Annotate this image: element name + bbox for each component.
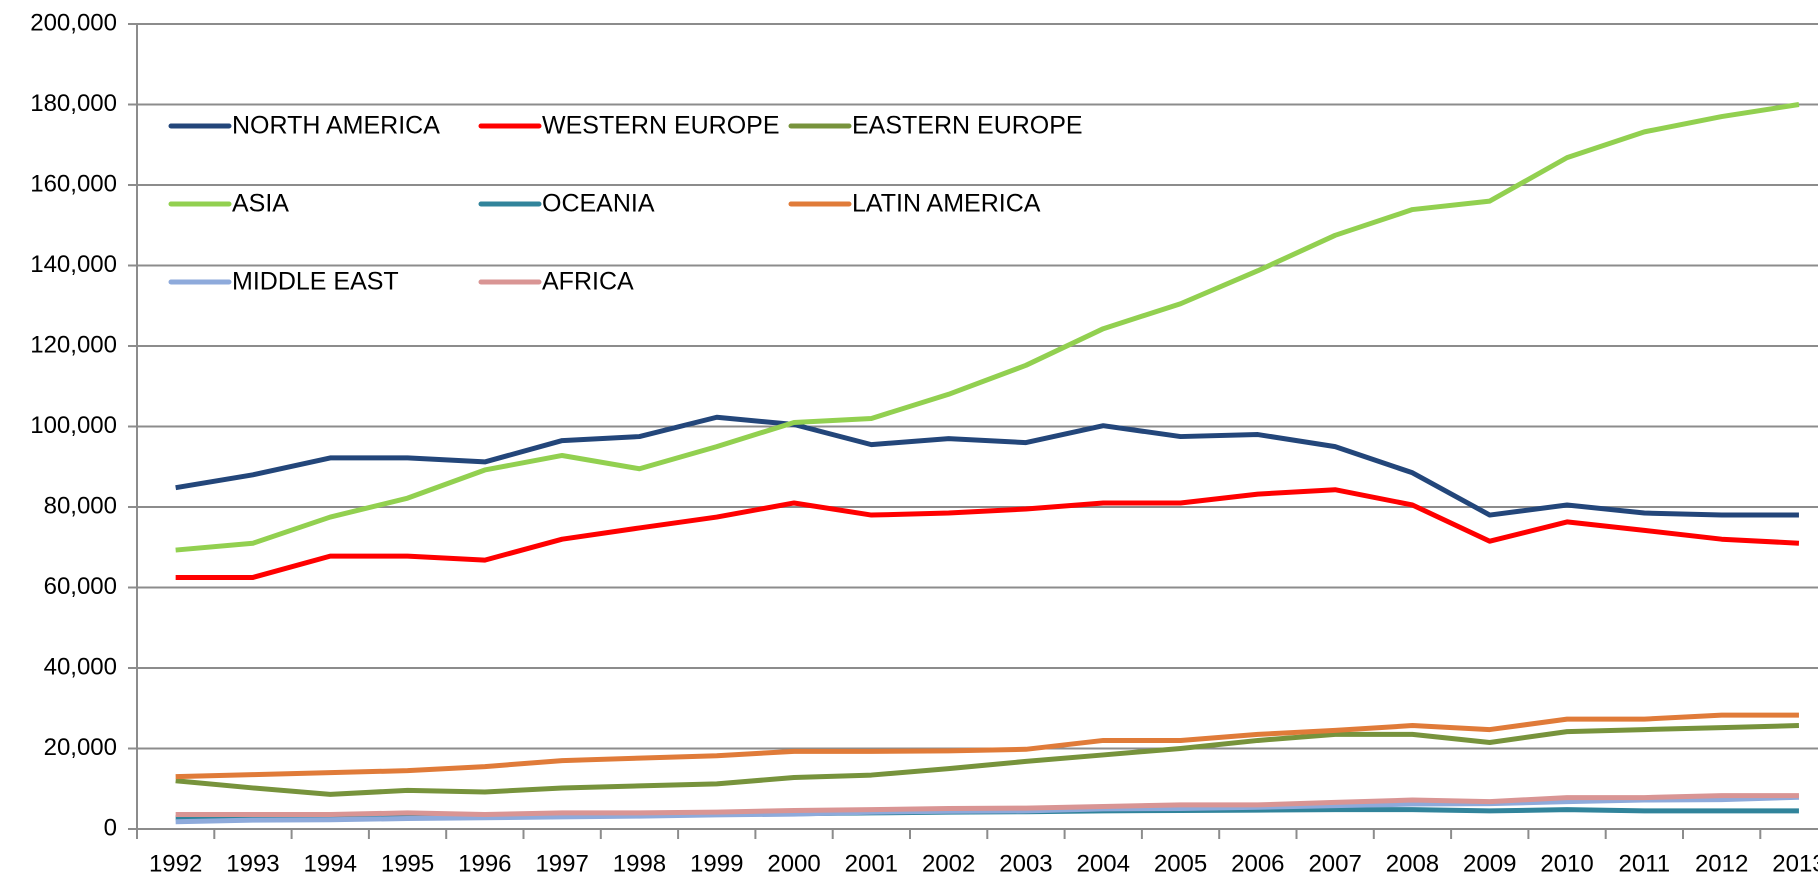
x-tick-label: 2005 xyxy=(1154,850,1207,877)
y-tick-label: 200,000 xyxy=(30,9,117,36)
x-tick-label: 1992 xyxy=(149,850,202,877)
y-tick-label: 20,000 xyxy=(44,734,117,761)
series-line xyxy=(175,793,1799,818)
x-tick-label: 1994 xyxy=(304,850,357,877)
series-line xyxy=(175,487,1800,580)
series-line xyxy=(175,794,1800,825)
series-line xyxy=(175,723,1800,797)
legend-label: AFRICA xyxy=(542,268,634,296)
x-tick-label: 1999 xyxy=(690,850,743,877)
x-tick-label: 2001 xyxy=(845,850,898,877)
x-tick-label: 1998 xyxy=(613,850,666,877)
series-line xyxy=(175,712,1799,780)
x-tick-label: 1997 xyxy=(535,850,588,877)
legend-label: OCEANIA xyxy=(542,190,655,218)
x-tick-label: 2011 xyxy=(1619,850,1671,877)
y-tick-label: 160,000 xyxy=(30,170,117,197)
legend-label: WESTERN EUROPE xyxy=(542,112,780,140)
series-line xyxy=(175,102,1800,553)
y-tick-label: 0 xyxy=(104,814,117,841)
x-tick-label: 2002 xyxy=(922,850,975,877)
legend-label: MIDDLE EAST xyxy=(232,268,399,296)
x-tick-label: 2006 xyxy=(1231,850,1284,877)
legend-label: LATIN AMERICA xyxy=(852,190,1041,218)
y-tick-label: 60,000 xyxy=(44,573,117,600)
x-tick-label: 2013 xyxy=(1772,850,1818,877)
legend-label: EASTERN EUROPE xyxy=(852,112,1083,140)
legend-label: ASIA xyxy=(232,190,289,218)
x-tick-label: 2000 xyxy=(767,850,820,877)
x-tick-label: 2009 xyxy=(1463,850,1516,877)
x-tick-label: 2008 xyxy=(1386,850,1439,877)
x-tick-label: 1996 xyxy=(458,850,511,877)
y-tick-label: 80,000 xyxy=(44,492,117,519)
y-tick-label: 100,000 xyxy=(30,412,117,439)
x-tick-label: 2007 xyxy=(1308,850,1361,877)
series-line xyxy=(175,414,1799,518)
y-tick-label: 40,000 xyxy=(44,653,117,680)
y-tick-label: 140,000 xyxy=(30,251,117,278)
legend-label: NORTH AMERICA xyxy=(232,112,440,140)
x-tick-label: 2010 xyxy=(1540,850,1593,877)
x-tick-label: 2003 xyxy=(999,850,1052,877)
x-tick-label: 2012 xyxy=(1695,850,1748,877)
x-tick-label: 1993 xyxy=(226,850,279,877)
y-tick-label: 180,000 xyxy=(30,90,117,117)
x-tick-label: 2004 xyxy=(1077,850,1130,877)
y-tick-label: 120,000 xyxy=(30,331,117,358)
x-tick-label: 1995 xyxy=(381,850,434,877)
